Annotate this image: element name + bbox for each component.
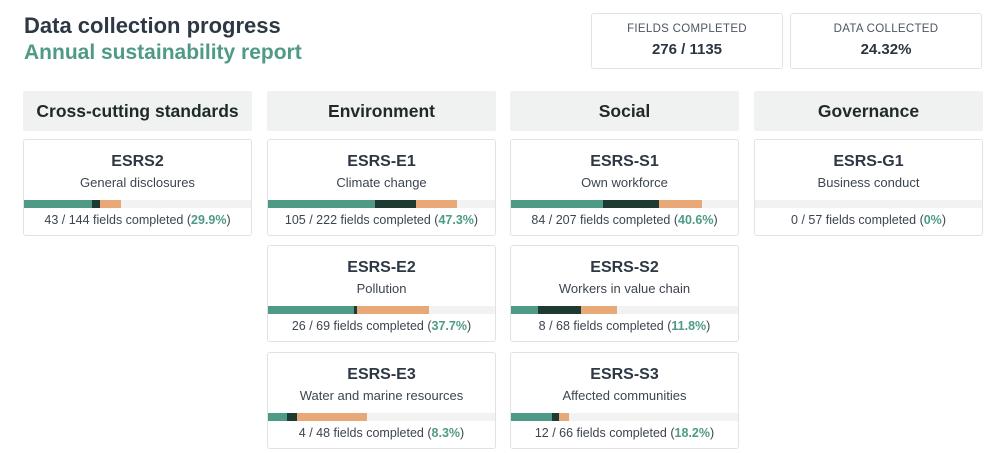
standard-name: Workers in value chain [558,281,691,296]
completion-count: 0 / 57 fields completed [791,213,917,227]
progress-in-review [353,306,357,314]
progress-completed [511,306,538,314]
progress-bar [268,306,495,314]
progress-in-review [537,306,581,314]
progress-bar [24,200,251,208]
completion-count: 43 / 144 fields completed [44,213,184,227]
data-collected-value: 24.32% [860,41,912,58]
standard-code: ESRS-E1 [347,153,416,170]
completion-text: 12 / 66 fields completed (18.2%) [534,426,715,440]
progress-partial [416,200,458,208]
standard-code: ESRS-S2 [590,259,659,276]
column-title: Environment [267,91,496,131]
progress-bar [755,200,982,208]
completion-text: 43 / 144 fields completed (29.9%) [44,213,231,227]
completion-text: 0 / 57 fields completed (0%) [791,213,946,227]
progress-bar [268,200,495,208]
standard-code: ESRS-S3 [590,366,659,383]
completion-count: 8 / 68 fields completed [538,319,664,333]
standard-name: Pollution [356,281,407,296]
progress-completed [268,413,287,421]
progress-completed [24,200,92,208]
progress-bar [268,413,495,421]
standard-code: ESRS-S1 [590,153,659,170]
column-social: Social ESRS-S1 Own workforce 84 / 207 fi… [510,91,739,449]
completion-percent: 0% [923,213,942,227]
page-header: Data collection progress Annual sustaina… [24,12,302,66]
standard-name: Water and marine resources [299,388,464,403]
progress-partial [99,200,122,208]
data-collected-label: DATA COLLECTED [833,23,939,35]
progress-in-review [286,413,297,421]
standard-name: Climate change [336,175,427,190]
standard-name: Affected communities [562,388,687,403]
completion-percent: 8.3% [431,426,461,440]
standard-card-esrs-e1[interactable]: ESRS-E1 Climate change 105 / 222 fields … [267,139,496,236]
standard-name: General disclosures [80,175,195,190]
column-environment: Environment ESRS-E1 Climate change 105 /… [267,91,496,449]
data-collected-stat: DATA COLLECTED 24.32% [790,13,982,69]
standard-card-esrs-e2[interactable]: ESRS-E2 Pollution 26 / 69 fields complet… [267,245,496,342]
standard-code: ESRS2 [111,153,164,170]
standard-name: Own workforce [581,175,668,190]
completion-count: 4 / 48 fields completed [298,426,424,440]
progress-bar [511,306,738,314]
column-cross-cutting: Cross-cutting standards ESRS2 General di… [23,91,252,236]
progress-in-review [552,413,560,421]
standard-name: Business conduct [817,175,920,190]
completion-percent: 18.2% [674,426,710,440]
progress-partial [559,413,570,421]
completion-text: 8 / 68 fields completed (11.8%) [538,319,711,333]
completion-text: 4 / 48 fields completed (8.3%) [298,426,465,440]
standard-card-esrs-e3[interactable]: ESRS-E3 Water and marine resources 4 / 4… [267,352,496,449]
progress-partial [580,306,618,314]
fields-completed-stat: FIELDS COMPLETED 276 / 1135 [591,13,783,69]
column-governance: Governance ESRS-G1 Business conduct 0 / … [754,91,983,236]
standard-card-esrs-s1[interactable]: ESRS-S1 Own workforce 84 / 207 fields co… [510,139,739,236]
completion-percent: 40.6% [678,213,714,227]
progress-partial [296,413,368,421]
standard-card-esrs-s2[interactable]: ESRS-S2 Workers in value chain 8 / 68 fi… [510,245,739,342]
completion-count: 84 / 207 fields completed [531,213,671,227]
completion-percent: 29.9% [191,213,227,227]
page-subtitle: Annual sustainability report [24,41,302,64]
progress-completed [268,306,354,314]
completion-percent: 37.7% [431,319,467,333]
completion-percent: 11.8% [671,319,707,333]
progress-completed [511,200,604,208]
page-title: Data collection progress [24,13,281,38]
completion-count: 26 / 69 fields completed [291,319,424,333]
completion-text: 26 / 69 fields completed (37.7%) [291,319,472,333]
progress-in-review [91,200,100,208]
standard-code: ESRS-E2 [347,259,416,276]
column-title: Governance [754,91,983,131]
standard-code: ESRS-E3 [347,366,416,383]
fields-completed-value: 276 / 1135 [651,41,723,58]
progress-completed [268,200,376,208]
fields-completed-label: FIELDS COMPLETED [627,23,747,35]
completion-percent: 47.3% [438,213,474,227]
completion-text: 105 / 222 fields completed (47.3%) [284,213,479,227]
column-title: Social [510,91,739,131]
progress-bar [511,200,738,208]
completion-text: 84 / 207 fields completed (40.6%) [531,213,718,227]
progress-in-review [375,200,417,208]
standard-card-esrs-s3[interactable]: ESRS-S3 Affected communities 12 / 66 fie… [510,352,739,449]
completion-count: 12 / 66 fields completed [534,426,667,440]
progress-in-review [603,200,659,208]
progress-completed [511,413,553,421]
standard-card-esrs-g1[interactable]: ESRS-G1 Business conduct 0 / 57 fields c… [754,139,983,236]
standard-card-esrs2[interactable]: ESRS2 General disclosures 43 / 144 field… [23,139,252,236]
progress-partial [356,306,430,314]
column-title: Cross-cutting standards [23,91,252,131]
progress-bar [511,413,738,421]
progress-partial [658,200,702,208]
standard-code: ESRS-G1 [833,153,904,170]
completion-count: 105 / 222 fields completed [284,213,431,227]
